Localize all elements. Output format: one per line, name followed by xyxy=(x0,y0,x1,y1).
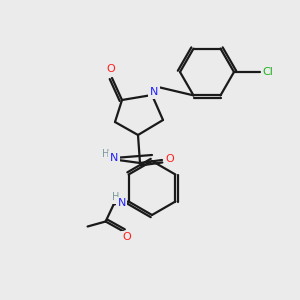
Text: H: H xyxy=(112,193,119,202)
Text: N: N xyxy=(150,87,158,97)
Text: O: O xyxy=(122,232,131,242)
Text: O: O xyxy=(166,154,174,164)
Text: N: N xyxy=(117,199,126,208)
Text: Cl: Cl xyxy=(262,67,273,77)
Text: H: H xyxy=(102,149,110,159)
Text: O: O xyxy=(106,64,116,74)
Text: N: N xyxy=(110,153,118,163)
